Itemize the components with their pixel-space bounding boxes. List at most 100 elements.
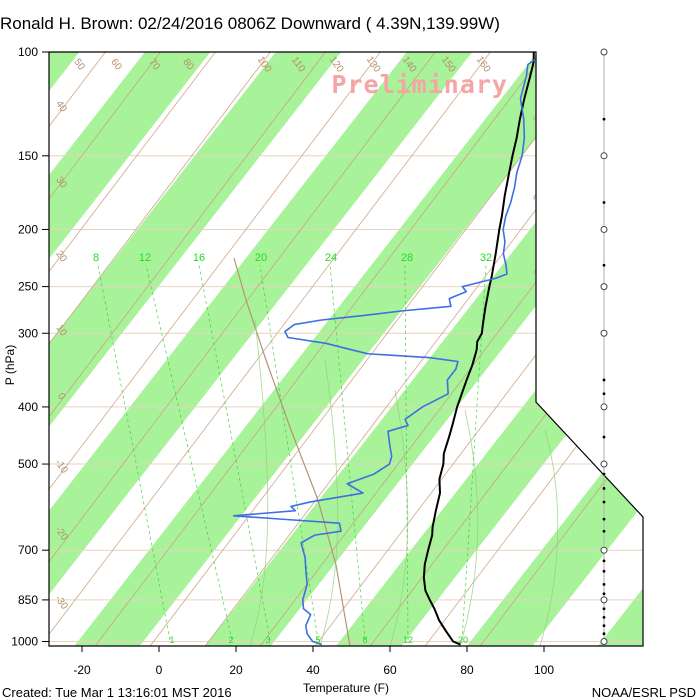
y-axis-label: P (hPa) <box>3 345 17 385</box>
dry-adiabat-left-label: 0 <box>55 391 67 402</box>
y-tick-label: 300 <box>18 326 38 340</box>
x-tick-label: 40 <box>306 663 320 677</box>
y-tick-label: 500 <box>18 457 38 471</box>
dry-adiabat-line <box>79 52 601 646</box>
wind-dot-marker <box>602 117 606 121</box>
wind-dot-marker <box>602 263 606 267</box>
wind-dot-marker <box>602 569 606 573</box>
wind-open-marker <box>600 460 608 468</box>
dry-adiabat-line <box>49 52 436 646</box>
watermark-text: Preliminary <box>331 70 508 99</box>
moisture-band <box>49 52 342 646</box>
mixing-ratio-bottom-label: 8 <box>362 635 367 645</box>
wind-open-marker <box>600 403 608 411</box>
dry-adiabat-line <box>49 52 271 646</box>
series-layer <box>232 52 546 646</box>
y-tick-label: 400 <box>18 400 38 414</box>
x-tick-label: 20 <box>229 663 243 677</box>
x-axis-label: Temperature (F) <box>303 681 389 695</box>
moisture-band <box>49 52 473 646</box>
dry-adiabat-line <box>409 52 643 646</box>
mixing-ratio-line <box>97 264 171 641</box>
mixing-ratio-bottom-label: 5 <box>315 635 320 645</box>
x-axis: -20 0 20 40 60 80 100 <box>73 646 554 677</box>
wind-dot-marker <box>602 392 606 396</box>
moisture-band <box>49 52 211 646</box>
x-tick-label: 100 <box>534 663 554 677</box>
y-tick-label: 250 <box>18 280 38 294</box>
mixing-ratio-line <box>145 264 233 641</box>
mixing-ratio-label: 24 <box>325 252 337 264</box>
plot-frame <box>48 51 644 647</box>
moist-adiabat-line <box>389 389 409 646</box>
wind-markers <box>600 48 608 646</box>
x-tick-label: -20 <box>73 663 91 677</box>
dry-adiabat-line <box>464 52 643 646</box>
moisture-band <box>68 52 604 646</box>
dry-adiabat-line <box>49 52 216 646</box>
y-axis: 100 150 200 250 300 400 500 700 850 1000 <box>11 45 49 649</box>
wind-open-marker <box>600 329 608 337</box>
wind-open-marker <box>600 596 608 604</box>
wind-open-marker <box>600 546 608 554</box>
moisture-band <box>460 52 643 646</box>
wind-dot-marker <box>602 632 606 636</box>
moist-adiabat-line <box>319 359 339 646</box>
wind-dot-marker <box>602 592 606 596</box>
moist-adiabat-line <box>539 429 559 646</box>
dewpoint-line <box>232 52 546 646</box>
wind-dot-marker <box>602 615 606 619</box>
dry-adiabat-line <box>49 52 161 646</box>
wind-open-marker <box>600 638 608 646</box>
wind-dot-marker <box>602 529 606 533</box>
y-tick-label: 100 <box>18 45 38 59</box>
mixing-ratio-bottom-label: 2 <box>228 635 233 645</box>
temperature-line <box>422 52 535 646</box>
dry-adiabat-line <box>49 52 381 646</box>
mixing-ratio-label: 12 <box>139 252 151 264</box>
wind-dot-marker <box>602 472 606 476</box>
mixing-ratio-line <box>404 264 409 641</box>
mixing-ratio-label: 32 <box>480 252 492 264</box>
wind-dot-marker <box>602 487 606 490</box>
chart-title: Ronald H. Brown: 02/24/2016 0806Z Downwa… <box>0 14 500 33</box>
mixing-ratio-label: 16 <box>193 252 205 264</box>
wind-dot-marker <box>602 582 606 586</box>
wind-dot-marker <box>602 559 606 563</box>
credit-text: NOAA/ESRL PSD <box>592 685 696 700</box>
wind-dot-marker <box>602 624 606 628</box>
x-tick-label: 0 <box>156 663 163 677</box>
wind-open-marker <box>600 152 608 160</box>
mixing-ratio-line <box>329 264 366 641</box>
wind-dot-marker <box>602 607 606 611</box>
parcel-trace-line <box>233 257 351 646</box>
wind-open-marker <box>600 283 608 291</box>
mixing-ratio-label: 20 <box>255 252 267 264</box>
mixing-ratio-bottom-label: 20 <box>458 635 468 645</box>
moist-adiabats <box>249 319 559 646</box>
wind-dot-marker <box>602 378 606 382</box>
created-timestamp: Created: Tue Mar 1 13:16:01 MST 2016 <box>2 685 232 700</box>
wind-dot-marker <box>602 500 606 504</box>
dry-adiabat-line <box>49 52 491 646</box>
mixing-ratio-bottom-label: 12 <box>403 635 413 645</box>
wind-dot-marker <box>602 517 606 521</box>
mixing-ratio-label: 28 <box>401 252 413 264</box>
y-tick-label: 1000 <box>11 635 38 649</box>
x-tick-label: 60 <box>383 663 397 677</box>
wind-dot-marker <box>602 435 606 439</box>
x-tick-label: 80 <box>460 663 474 677</box>
y-tick-label: 700 <box>18 543 38 557</box>
moist-adiabat-line <box>459 409 479 646</box>
wind-open-marker <box>600 48 608 56</box>
dry-adiabat-line <box>49 52 326 646</box>
dry-adiabat-line <box>244 52 643 646</box>
dry-adiabat-line <box>49 52 546 646</box>
wind-open-marker <box>600 225 608 233</box>
mixing-ratio-bottom-label: 3 <box>265 635 270 645</box>
y-tick-label: 850 <box>18 593 38 607</box>
moist-adiabat-line <box>249 319 269 646</box>
